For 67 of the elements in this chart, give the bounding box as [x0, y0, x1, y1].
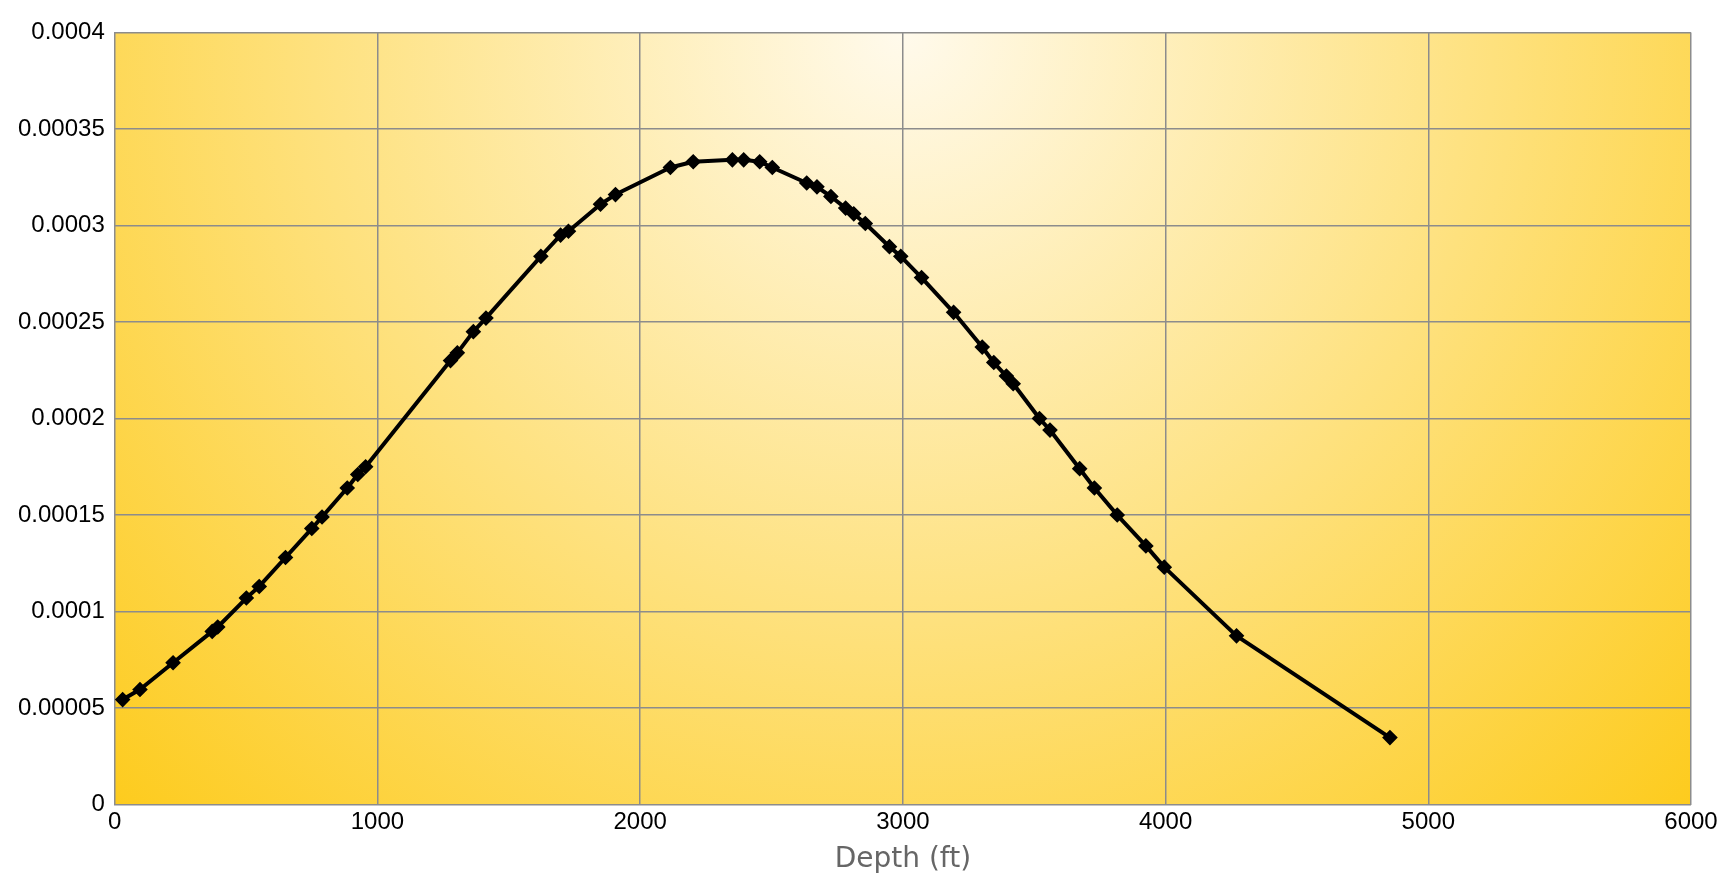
point [608, 187, 623, 202]
point [1229, 628, 1244, 643]
point [999, 369, 1014, 384]
y-tick-label: 0.00015 [17, 499, 105, 527]
point [736, 152, 751, 167]
x-tick-label: 0 [108, 806, 122, 834]
x-tick-label: 4000 [1138, 806, 1193, 834]
point [752, 154, 767, 169]
point [466, 324, 481, 339]
x-tick-label: 3000 [876, 806, 930, 834]
x-tick-label: 1000 [350, 806, 405, 834]
point [1087, 481, 1102, 495]
point [132, 682, 147, 697]
point [858, 216, 873, 231]
point [1110, 508, 1125, 523]
point [725, 152, 740, 167]
x-axis-title: Depth (ft) [834, 841, 972, 875]
point [553, 228, 568, 243]
x-tick-label: 2000 [613, 806, 667, 834]
y-tick-label: 0.00035 [17, 113, 105, 141]
point [210, 619, 225, 634]
y-tick-label: 0.0003 [31, 210, 105, 238]
point [278, 550, 293, 565]
y-tick-label: 0.00025 [17, 306, 105, 334]
point [823, 189, 838, 204]
point [315, 509, 330, 524]
point [340, 481, 355, 495]
point [893, 249, 908, 264]
point [1138, 538, 1153, 553]
point [1157, 560, 1172, 575]
point [350, 467, 365, 482]
point [809, 179, 824, 194]
point [443, 353, 458, 368]
x-tick-label: 5000 [1401, 806, 1455, 834]
point [115, 692, 130, 707]
point [946, 305, 961, 320]
point [1032, 411, 1047, 426]
point [975, 340, 990, 355]
point [799, 175, 814, 190]
point [838, 201, 853, 216]
point [1042, 423, 1057, 438]
point [914, 270, 929, 285]
point [1006, 376, 1021, 391]
point [252, 579, 267, 594]
point [561, 224, 576, 239]
point [663, 160, 678, 175]
point [358, 459, 373, 474]
y-tick-label: 0.0002 [31, 403, 105, 431]
y-tick-label: 0 [91, 789, 105, 817]
point [882, 239, 897, 254]
point [1382, 730, 1397, 745]
y-tick-label: 0.00005 [17, 692, 105, 720]
point [846, 206, 861, 221]
point [304, 521, 319, 536]
point [478, 311, 493, 326]
y-tick-label: 0.0001 [31, 596, 105, 624]
point [166, 655, 181, 670]
point [986, 355, 1001, 370]
point [450, 345, 465, 360]
y-tick-label: 0.0004 [31, 17, 105, 45]
point [239, 591, 254, 606]
point [533, 249, 548, 264]
point [1072, 461, 1087, 476]
point [765, 160, 780, 175]
point [686, 154, 701, 169]
x-tick-label: 6000 [1664, 806, 1718, 834]
point [593, 197, 608, 212]
